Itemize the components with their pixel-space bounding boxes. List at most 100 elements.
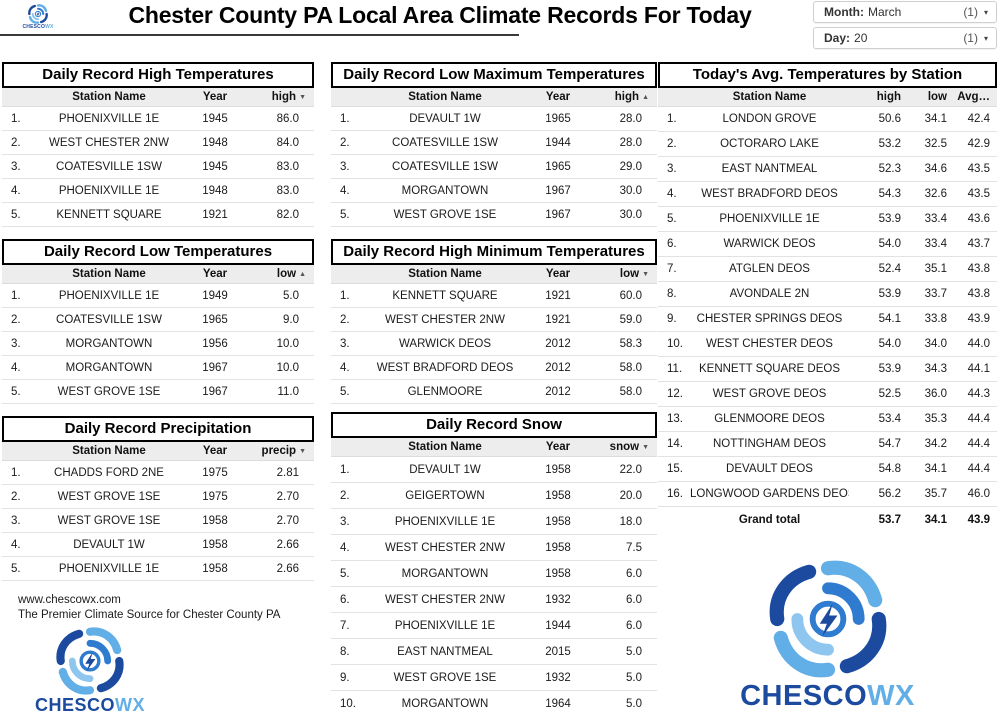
row-station: GLENMOORE DEOS — [714, 413, 825, 425]
row-rank: 1. — [667, 113, 677, 125]
sort-ascending-icon: ▲ — [642, 93, 649, 101]
table-title: Daily Record High Temperatures — [2, 62, 314, 88]
row-low: 34.2 — [924, 438, 947, 450]
col-header-year[interactable]: Year — [202, 91, 228, 103]
row-low: 34.0 — [924, 338, 947, 350]
col-header-station[interactable]: Station Name — [408, 441, 482, 453]
row-station: CHADDS FORD 2NE — [54, 466, 164, 479]
row-value: 28.0 — [619, 112, 642, 125]
row-year: 1949 — [202, 289, 228, 302]
col-header-high[interactable]: high — [876, 91, 901, 103]
table-title: Today's Avg. Temperatures by Station — [658, 62, 997, 88]
row-rank: 5. — [11, 385, 21, 398]
row-low: 34.1 — [924, 463, 947, 475]
row-low: 33.7 — [924, 288, 947, 300]
table-row: 3. EAST NANTMEAL 52.3 34.6 43.5 — [658, 157, 997, 182]
table-row: 14. NOTTINGHAM DEOS 54.7 34.2 44.4 — [658, 432, 997, 457]
row-station: PHOENIXVILLE 1E — [58, 112, 160, 125]
table-title: Daily Record Precipitation — [2, 416, 314, 442]
row-year: 1967 — [545, 184, 571, 197]
col-header-station[interactable]: Station Name — [408, 91, 482, 103]
col-header-low[interactable]: low — [927, 91, 947, 103]
table-row: 3. WARWICK DEOS 2012 58.3 — [331, 332, 657, 356]
table-body: 1. DEVAULT 1W 1958 22.0 2. GEIGERTOWN 19… — [331, 457, 657, 712]
row-low: 34.3 — [924, 363, 947, 375]
row-rank: 4. — [340, 541, 350, 554]
row-rank: 4. — [11, 538, 21, 551]
row-value: 28.0 — [619, 136, 642, 149]
row-avg: 44.4 — [967, 463, 990, 475]
col-header-station[interactable]: Station Name — [72, 268, 146, 280]
row-high: 52.4 — [878, 263, 901, 275]
col-header-year[interactable]: Year — [545, 441, 571, 453]
row-value: 30.0 — [619, 184, 642, 197]
row-avg: 46.0 — [967, 488, 990, 500]
grand-total-avg: 43.9 — [967, 513, 990, 526]
filter-label: Day: — [824, 31, 851, 45]
table-row: 2. GEIGERTOWN 1958 20.0 — [331, 483, 657, 509]
col-header-station[interactable]: Station Name — [72, 91, 146, 103]
table-body: 1. CHADDS FORD 2NE 1975 2.81 2. WEST GRO… — [2, 461, 314, 581]
row-station: WEST GROVE 1SE — [57, 385, 161, 398]
row-high: 54.3 — [878, 188, 901, 200]
day-filter-dropdown[interactable]: Day: 20 (1) ▾ — [813, 27, 997, 49]
col-header-high[interactable]: high ▼ — [271, 91, 306, 103]
row-year: 1967 — [202, 385, 228, 398]
row-rank: 4. — [340, 361, 350, 374]
panel-precipitation: Daily Record Precipitation Station Name … — [2, 416, 314, 581]
col-header-station[interactable]: Station Name — [72, 445, 146, 457]
col-header-year[interactable]: Year — [545, 268, 571, 280]
row-high: 54.8 — [878, 463, 901, 475]
row-value: 84.0 — [276, 136, 299, 149]
col-header-snow[interactable]: snow ▼ — [609, 441, 649, 453]
table-row: 3. WEST GROVE 1SE 1958 2.70 — [2, 509, 314, 533]
col-header-year[interactable]: Year — [202, 445, 228, 457]
table-header-row: Station Name Year low ▼ — [331, 265, 657, 284]
sort-descending-icon: ▼ — [642, 443, 649, 451]
row-station: DEVAULT 1W — [73, 538, 145, 551]
table-row: 3. MORGANTOWN 1956 10.0 — [2, 332, 314, 356]
row-rank: 8. — [340, 645, 350, 658]
row-value: 83.0 — [276, 184, 299, 197]
row-low: 33.4 — [924, 213, 947, 225]
row-avg: 44.3 — [967, 388, 990, 400]
col-header-year[interactable]: Year — [545, 91, 571, 103]
table-row: 4. MORGANTOWN 1967 30.0 — [331, 179, 657, 203]
row-station: WARWICK DEOS — [398, 337, 491, 350]
col-header-low[interactable]: low ▼ — [619, 268, 649, 280]
row-rank: 4. — [11, 184, 21, 197]
row-year: 1944 — [545, 619, 571, 632]
month-filter-dropdown[interactable]: Month: March (1) ▾ — [813, 1, 997, 23]
col-header-station[interactable]: Station Name — [408, 268, 482, 280]
col-header-year[interactable]: Year — [202, 268, 228, 280]
row-station: WARWICK DEOS — [723, 238, 816, 250]
row-value: 11.0 — [277, 385, 299, 398]
table-row: 2. WEST GROVE 1SE 1975 2.70 — [2, 485, 314, 509]
row-station: PHOENIXVILLE 1E — [394, 515, 496, 528]
row-rank: 5. — [340, 385, 350, 398]
grand-total-row: Grand total 53.7 34.1 43.9 — [658, 507, 997, 532]
row-station: DEVAULT DEOS — [726, 463, 813, 475]
table-title: Daily Record Low Maximum Temperatures — [331, 62, 657, 88]
row-low: 34.6 — [924, 163, 947, 175]
col-header-high[interactable]: high ▲ — [614, 91, 649, 103]
row-avg: 43.5 — [967, 163, 990, 175]
col-header-low[interactable]: low ▲ — [276, 268, 306, 280]
row-station: PHOENIXVILLE 1E — [58, 289, 160, 302]
row-high: 54.0 — [878, 338, 901, 350]
col-header-precip[interactable]: precip ▼ — [261, 445, 306, 457]
row-year: 1964 — [545, 697, 571, 710]
row-rank: 4. — [667, 188, 677, 200]
row-year: 1958 — [545, 567, 571, 580]
row-station: KENNETT SQUARE — [56, 208, 162, 221]
col-header-station[interactable]: Station Name — [732, 91, 807, 103]
row-station: WEST BRADFORD DEOS — [376, 361, 514, 374]
row-value: 2.81 — [276, 466, 299, 479]
col-header-avg[interactable]: Avg… — [957, 91, 990, 103]
row-rank: 1. — [340, 463, 350, 476]
table-row: 8. EAST NANTMEAL 2015 5.0 — [331, 639, 657, 665]
table-row: 6. WARWICK DEOS 54.0 33.4 43.7 — [658, 232, 997, 257]
row-year: 1958 — [545, 541, 571, 554]
table-body: 1. LONDON GROVE 50.6 34.1 42.4 2. OCTORA… — [658, 107, 997, 507]
row-station: EAST NANTMEAL — [397, 645, 493, 658]
